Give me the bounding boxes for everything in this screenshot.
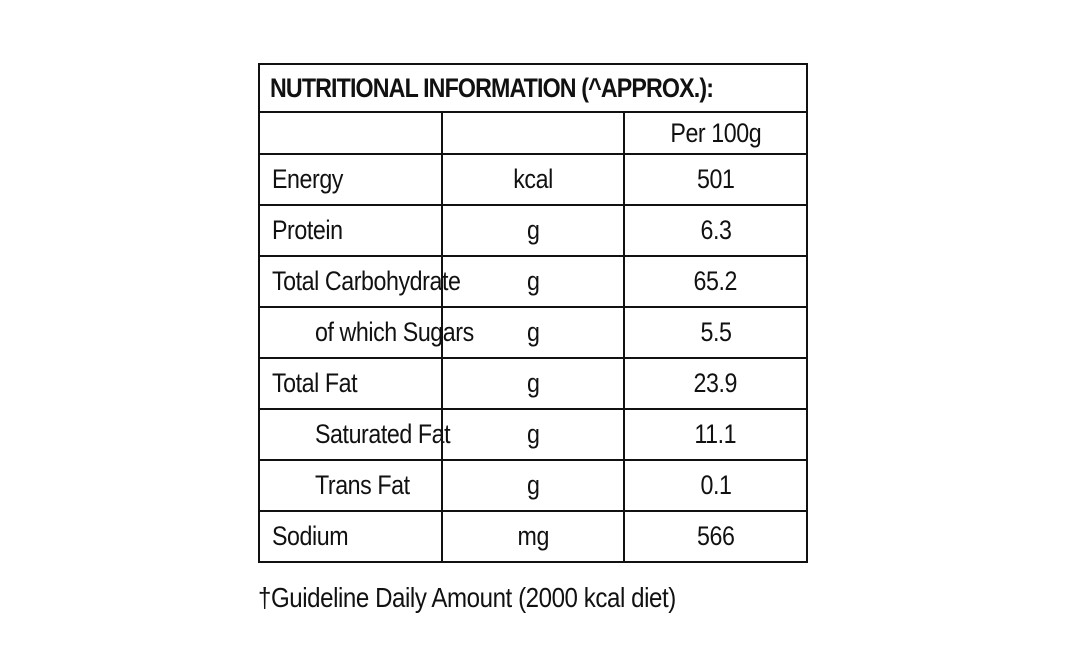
nutrition-panel: NUTRITIONAL INFORMATION (^APPROX.): Per … [258, 63, 808, 563]
footnote: †Guideline Daily Amount (2000 kcal diet) [258, 582, 744, 614]
nutrient-value-cell: 65.2 [623, 255, 808, 308]
table-title-cell: NUTRITIONAL INFORMATION (^APPROX.): [258, 63, 808, 113]
nutrient-name-cell: Saturated Fat [258, 408, 451, 461]
nutrient-name: Trans Fat [315, 470, 410, 500]
nutrition-table: NUTRITIONAL INFORMATION (^APPROX.): Per … [258, 63, 808, 563]
nutrient-value-cell: 0.1 [623, 459, 808, 512]
nutrient-unit: mg [517, 521, 549, 551]
table-title-row: NUTRITIONAL INFORMATION (^APPROX.): [258, 63, 808, 113]
table-header-row: Per 100g [258, 111, 808, 155]
nutrient-value: 5.5 [700, 317, 732, 347]
nutrient-unit-cell: g [440, 255, 626, 308]
nutrient-value-cell: 501 [623, 153, 808, 206]
nutrient-unit-cell: kcal [440, 153, 626, 206]
nutrient-unit: g [526, 266, 540, 296]
nutrient-value: 566 [696, 521, 735, 551]
header-per-cell: Per 100g [623, 111, 808, 155]
header-name-cell [258, 111, 443, 155]
nutrient-value: 0.1 [700, 470, 732, 500]
per-100g-label: Per 100g [670, 117, 762, 148]
nutrient-name: Protein [272, 215, 343, 245]
table-row: Trans Fat g 0.1 [258, 459, 808, 512]
table-row: Total Fat g 23.9 [258, 357, 808, 410]
table-row: Total Carbohydrate g 65.2 [258, 255, 808, 308]
nutrient-value-cell: 23.9 [623, 357, 808, 410]
nutrient-name: of which Sugars [315, 317, 474, 347]
nutrient-unit-cell: mg [440, 510, 626, 563]
nutrient-name-cell: of which Sugars [258, 306, 474, 359]
table-row: Sodium mg 566 [258, 510, 808, 563]
nutrient-value: 501 [696, 164, 735, 194]
nutrient-name: Sodium [272, 521, 349, 551]
nutrient-unit-cell: g [440, 408, 626, 461]
nutrient-name-cell: Energy [258, 153, 443, 206]
nutrient-value-cell: 566 [623, 510, 808, 563]
table-row: of which Sugars g 5.5 [258, 306, 808, 359]
nutrient-name-cell: Total Fat [258, 357, 443, 410]
nutrient-unit-cell: g [440, 357, 626, 410]
nutrient-name-cell: Protein [258, 204, 443, 257]
table-title: NUTRITIONAL INFORMATION (^APPROX.): [270, 72, 714, 103]
nutrient-value: 23.9 [693, 368, 738, 398]
table-row: Energy kcal 501 [258, 153, 808, 206]
nutrient-unit: g [526, 419, 540, 449]
nutrient-value-cell: 11.1 [623, 408, 808, 461]
nutrient-name: Energy [272, 164, 344, 194]
nutrient-value: 6.3 [700, 215, 732, 245]
nutrient-unit-cell: g [440, 306, 626, 359]
nutrient-unit: g [526, 317, 540, 347]
nutrient-unit: g [526, 368, 540, 398]
nutrient-unit: g [526, 470, 540, 500]
nutrient-name-cell: Sodium [258, 510, 443, 563]
nutrient-unit-cell: g [440, 204, 626, 257]
nutrient-unit: kcal [513, 164, 553, 194]
nutrient-unit-cell: g [440, 459, 626, 512]
nutrient-value-cell: 5.5 [623, 306, 808, 359]
table-row: Saturated Fat g 11.1 [258, 408, 808, 461]
table-row: Protein g 6.3 [258, 204, 808, 257]
nutrient-value: 65.2 [693, 266, 738, 296]
nutrient-name-cell: Trans Fat [258, 459, 443, 512]
header-unit-cell [440, 111, 626, 155]
nutrient-name: Total Carbohydrate [272, 266, 461, 296]
nutrient-value-cell: 6.3 [623, 204, 808, 257]
nutrient-name: Saturated Fat [315, 419, 451, 449]
nutrient-value: 11.1 [694, 419, 737, 449]
nutrient-name-cell: Total Carbohydrate [258, 255, 461, 308]
nutrient-name: Total Fat [272, 368, 358, 398]
footnote-text: †Guideline Daily Amount (2000 kcal diet) [258, 582, 676, 613]
nutrient-unit: g [526, 215, 540, 245]
